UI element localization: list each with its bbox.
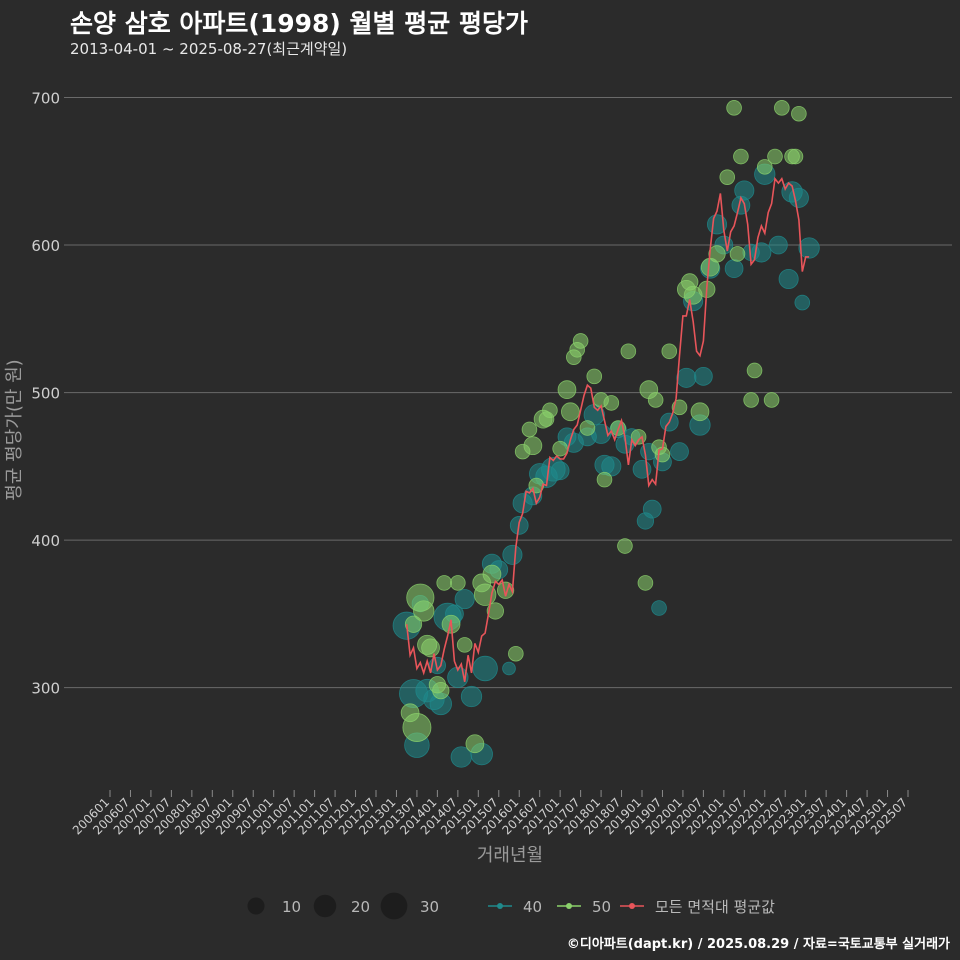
- scatter-point-40: [670, 442, 689, 461]
- scatter-point-50: [508, 645, 524, 662]
- chart-title: 손양 삼호 아파트(1998) 월별 평균 평당가: [70, 9, 528, 38]
- legend-size-marker: [380, 892, 408, 920]
- scatter-point-50: [690, 402, 710, 422]
- scatter-point-50: [774, 100, 790, 116]
- y-axis-label: 평균 평당가(만 원): [4, 359, 25, 500]
- scatter-point-40: [794, 294, 811, 311]
- scatter-point-50: [432, 682, 450, 700]
- scatter-point-50: [465, 734, 485, 754]
- scatter-point-50: [729, 246, 746, 262]
- scatter-point-40: [769, 235, 788, 255]
- scatter-point-50: [486, 602, 504, 620]
- source-credit: ©디아파트(dapt.kr) / 2025.08.29 / 자료=국토교통부 실…: [566, 937, 950, 952]
- legend-size-marker: [247, 897, 265, 915]
- scatter-point-50: [579, 420, 596, 436]
- scatter-point-50: [450, 575, 466, 591]
- scatter-point-50: [552, 440, 568, 457]
- legend-series-label: 40: [523, 898, 542, 916]
- scatter-point-50: [572, 333, 589, 349]
- y-tick-label: 600: [31, 237, 60, 255]
- average-series-line: [405, 176, 810, 682]
- y-tick-label: 500: [31, 385, 60, 403]
- average-line: [405, 176, 810, 682]
- y-tick-label: 300: [31, 680, 60, 698]
- y-tick-label: 700: [31, 90, 60, 108]
- scatter-point-50: [521, 421, 538, 438]
- scatter-point-40: [642, 499, 662, 519]
- scatter-point-50: [708, 245, 726, 263]
- legend-size-label: 20: [351, 898, 370, 916]
- scatter-point-40: [676, 367, 697, 388]
- scatter-point-40: [460, 685, 483, 708]
- scatter-point-50: [586, 368, 603, 385]
- scatter-point-50: [617, 538, 633, 554]
- legend-size-label: 30: [420, 898, 439, 916]
- scatter-point-50: [557, 380, 577, 399]
- scatter-point-50: [402, 713, 432, 742]
- scatter-point-50: [561, 402, 580, 422]
- scatter-point-50: [767, 148, 783, 165]
- scatter-point-40: [502, 661, 516, 676]
- scatter-point-50: [756, 159, 773, 175]
- scatter-point-40: [694, 367, 713, 386]
- gridlines: [64, 97, 952, 689]
- scatter-point-50: [620, 343, 637, 360]
- scatter-point-50: [661, 343, 678, 360]
- scatter-point-50: [719, 169, 736, 185]
- scatter-point-50: [413, 600, 435, 622]
- scatter-point-40: [734, 180, 755, 201]
- scatter-point-50: [456, 637, 473, 653]
- legend-series-label: 50: [592, 898, 611, 916]
- scatter-point-40: [778, 268, 799, 290]
- scatter-point-50: [787, 148, 804, 165]
- chart-subtitle: 2013-04-01 ~ 2025-08-27(최근계약일): [70, 40, 348, 58]
- legend-size-label: 10: [282, 898, 301, 916]
- legend-key-point: [566, 903, 572, 909]
- scatter-point-50: [473, 583, 497, 606]
- scatter-point-50: [726, 100, 742, 116]
- scatter-point-40: [724, 259, 744, 279]
- scatter-point-40: [651, 600, 667, 616]
- y-axis-ticks: 300 400 500 600 700: [31, 90, 60, 698]
- scatter-point-40: [454, 589, 475, 610]
- scatter-point-50: [482, 564, 502, 584]
- scatter-point-40: [798, 237, 820, 259]
- scatter-point-50: [603, 395, 620, 411]
- scatter-point-50: [542, 402, 558, 419]
- scatter-point-50: [746, 362, 763, 379]
- scatter-point-50: [596, 471, 613, 488]
- legend-key-point: [629, 903, 635, 909]
- scatter-point-40: [502, 544, 523, 565]
- scatter-point-40: [550, 461, 570, 481]
- scatter-point-50: [436, 575, 452, 591]
- legend-size-marker: [313, 894, 337, 918]
- scatter-point-50: [791, 105, 807, 122]
- scatter-point-50: [733, 148, 749, 165]
- y-tick-label: 400: [31, 532, 60, 550]
- scatter-point-50: [404, 615, 423, 633]
- x-axis-label: 거래년월: [477, 845, 543, 866]
- scatter-point-50: [763, 392, 780, 408]
- scatter-point-40: [472, 655, 498, 682]
- legend-key-point: [497, 903, 503, 909]
- legend-series-label: 모든 면적대 평균값: [655, 898, 775, 916]
- scatter-point-50: [647, 392, 664, 408]
- legend: 10 20 30 40 50 모든 면적대 평균값: [247, 892, 775, 920]
- scatter-point-50: [671, 399, 688, 416]
- scatter-point-40: [788, 187, 809, 208]
- scatter-point-50: [523, 436, 543, 456]
- x-axis-ticks: 2006012006072007012007072008012008072009…: [70, 790, 910, 838]
- scatter-point-50: [637, 575, 654, 591]
- scatter-point-50: [421, 638, 440, 658]
- scatter-point-50: [743, 392, 759, 408]
